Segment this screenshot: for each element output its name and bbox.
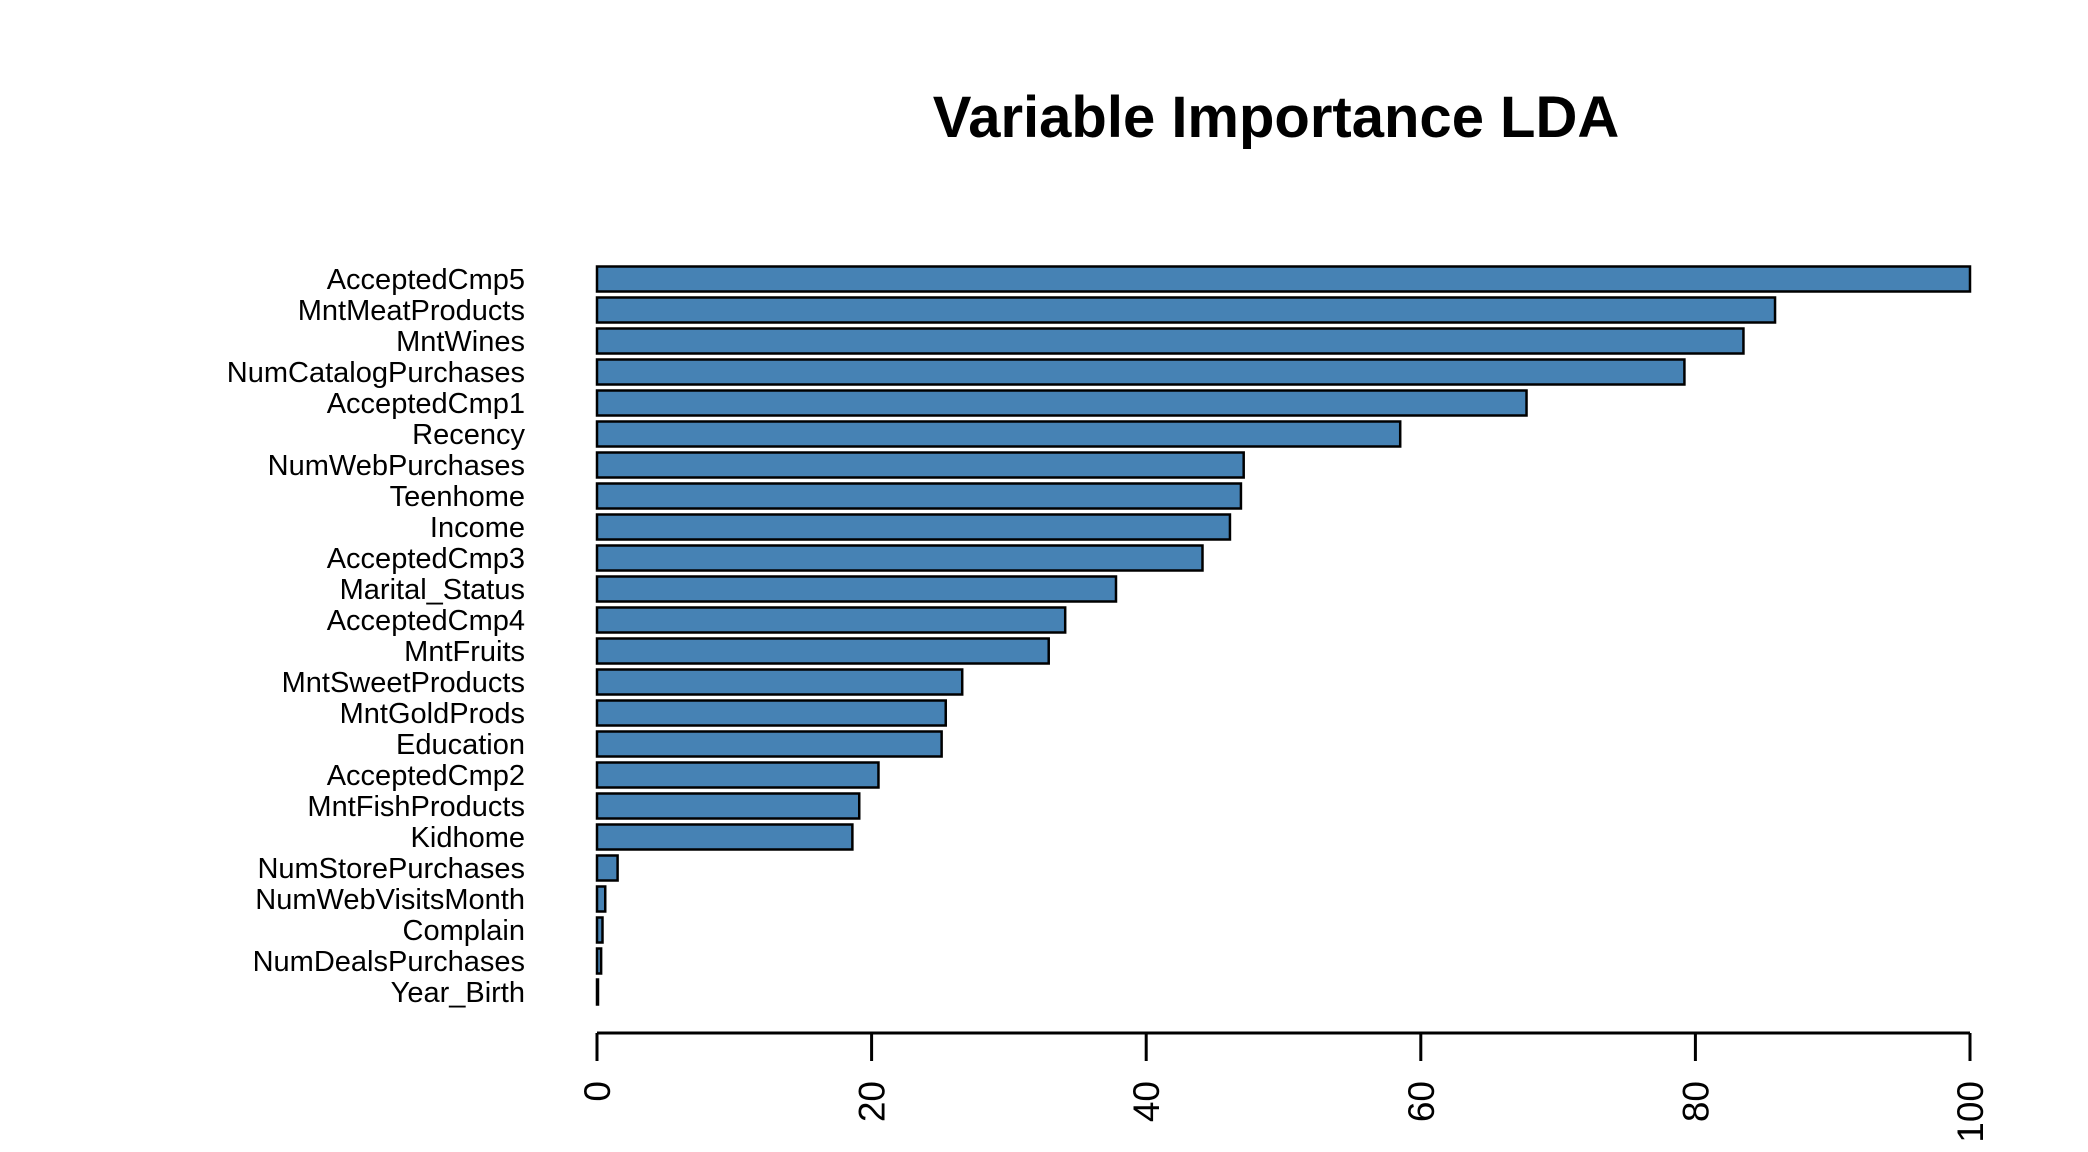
bar-complain <box>595 916 604 944</box>
category-label: Education <box>396 729 525 761</box>
x-axis: 0 20 40 60 80 100 <box>577 1031 1991 1143</box>
category-label: Income <box>430 512 525 544</box>
bar-acceptedcmp5 <box>595 265 1972 293</box>
category-label: NumDealsPurchases <box>253 946 525 978</box>
category-label: Marital_Status <box>340 574 525 606</box>
bar-mntmeatproducts <box>595 296 1777 324</box>
bar-recency <box>595 420 1402 448</box>
bar-numwebpurchases <box>595 451 1245 479</box>
x-tick-label: 40 <box>1126 1081 1167 1122</box>
category-label: NumStorePurchases <box>257 853 525 885</box>
category-label: NumWebPurchases <box>268 450 525 482</box>
category-label: Recency <box>412 419 525 451</box>
category-label: MntFruits <box>404 636 525 668</box>
category-label: Teenhome <box>390 481 525 513</box>
x-tick-label: 100 <box>1950 1081 1991 1143</box>
bar-year-birth <box>595 978 600 1006</box>
category-label: AcceptedCmp3 <box>327 543 525 575</box>
bar-numcatalogpurchases <box>595 358 1686 386</box>
category-label: Kidhome <box>411 822 525 854</box>
category-label: Complain <box>403 915 526 947</box>
bar-marital-status <box>595 575 1118 603</box>
category-label: AcceptedCmp1 <box>327 388 525 420</box>
chart-title: Variable Importance LDA <box>933 85 1620 150</box>
category-label: AcceptedCmp5 <box>327 264 525 296</box>
x-tick-label: 60 <box>1401 1081 1442 1122</box>
bar-numwebvisitsmonth <box>595 885 607 913</box>
category-label: AcceptedCmp4 <box>327 605 525 637</box>
bars-group <box>595 265 1972 1006</box>
bar-acceptedcmp3 <box>595 544 1204 572</box>
bar-mntwines <box>595 327 1745 355</box>
bar-teenhome <box>595 482 1243 510</box>
category-labels: AcceptedCmp5MntMeatProductsMntWinesNumCa… <box>227 264 526 1009</box>
category-label: Year_Birth <box>391 977 525 1009</box>
bar-income <box>595 513 1232 541</box>
bar-education <box>595 730 943 758</box>
bar-acceptedcmp2 <box>595 761 880 789</box>
category-label: MntMeatProducts <box>298 295 525 327</box>
category-label: MntFishProducts <box>307 791 525 823</box>
x-tick-label: 80 <box>1675 1081 1716 1122</box>
bar-mntfruits <box>595 637 1050 665</box>
bar-acceptedcmp4 <box>595 606 1067 634</box>
bar-numstorepurchases <box>595 854 619 882</box>
bar-kidhome <box>595 823 854 851</box>
category-label: MntWines <box>396 326 525 358</box>
bar-acceptedcmp1 <box>595 389 1528 417</box>
category-label: NumCatalogPurchases <box>227 357 525 389</box>
x-tick-label: 20 <box>852 1081 893 1122</box>
category-label: MntSweetProducts <box>282 667 525 699</box>
bar-mntfishproducts <box>595 792 861 820</box>
bar-mntgoldprods <box>595 699 947 727</box>
category-label: NumWebVisitsMonth <box>255 884 525 916</box>
bar-numdealspurchases <box>595 947 603 975</box>
category-label: AcceptedCmp2 <box>327 760 525 792</box>
bar-mntsweetproducts <box>595 668 964 696</box>
x-tick-label: 0 <box>577 1081 618 1102</box>
category-label: MntGoldProds <box>340 698 525 730</box>
